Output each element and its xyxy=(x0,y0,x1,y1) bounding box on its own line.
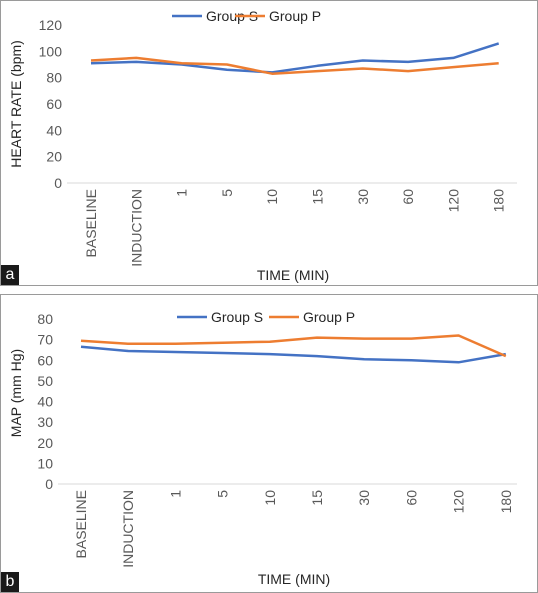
hr-x-tick-label: 5 xyxy=(219,189,235,197)
map-y-tick-label: 60 xyxy=(37,352,53,368)
hr-x-tick-label: INDUCTION xyxy=(128,189,144,267)
map-y-tick-label: 0 xyxy=(45,476,53,492)
hr-x-tick-label: 30 xyxy=(355,189,371,205)
map-series-line-group-s xyxy=(80,345,507,364)
map-x-tick-label: 10 xyxy=(262,490,278,506)
hr-series-line-group-s xyxy=(90,42,500,74)
panel-label-a: a xyxy=(1,265,19,285)
map-series-line-group-p xyxy=(80,334,507,358)
map-x-tick-label: 180 xyxy=(498,490,514,514)
map-y-tick-label: 80 xyxy=(37,311,53,327)
hr-y-tick-label: 20 xyxy=(46,149,62,165)
hr-x-tick-label: 120 xyxy=(445,189,461,213)
map-x-tick-label: BASELINE xyxy=(73,490,89,558)
hr-x-axis-title: TIME (MIN) xyxy=(257,267,329,283)
map-y-axis-title: MAP (mm Hg) xyxy=(8,349,24,437)
map-y-tick-label: 20 xyxy=(37,435,53,451)
hr-x-tick-label: BASELINE xyxy=(83,189,99,257)
hr-y-tick-label: 120 xyxy=(39,17,63,33)
map-x-tick-label: INDUCTION xyxy=(120,490,136,568)
hr-x-tick-label: 60 xyxy=(400,189,416,205)
map-x-tick-label: 60 xyxy=(403,490,419,506)
map-x-tick-label: 1 xyxy=(167,490,183,498)
hr-y-tick-label: 40 xyxy=(46,122,62,138)
hr-x-tick-label: 10 xyxy=(264,189,280,205)
hr-y-tick-label: 100 xyxy=(39,43,63,59)
map-x-tick-label: 120 xyxy=(451,490,467,514)
hr-y-tick-label: 80 xyxy=(46,70,62,86)
hr-x-tick-label: 1 xyxy=(174,189,190,197)
map-x-axis-title: TIME (MIN) xyxy=(258,571,330,587)
map-y-tick-label: 30 xyxy=(37,414,53,430)
panel-label-b: b xyxy=(1,572,19,592)
map-y-tick-label: 10 xyxy=(37,455,53,471)
chart-panel-b: 0 10 20 30 40 50 60 70 80 BASELINE INDUCTION 1 5 10 15… xyxy=(0,294,538,593)
map-x-tick-label: 30 xyxy=(356,490,372,506)
map-legend-label-group-s: Group S xyxy=(211,309,263,325)
hr-y-tick-label: 60 xyxy=(46,96,62,112)
hr-x-tick-label: 180 xyxy=(491,189,507,213)
map-y-tick-label: 50 xyxy=(37,373,53,389)
hr-x-tick-label: 15 xyxy=(310,189,326,205)
hr-y-tick-label: 0 xyxy=(54,175,62,191)
hr-legend-label-group-p: Group P xyxy=(269,8,321,24)
map-legend-label-group-p: Group P xyxy=(303,309,355,325)
map-x-tick-label: 5 xyxy=(215,490,231,498)
map-x-tick-label: 15 xyxy=(309,490,325,506)
hr-series-line-group-p xyxy=(90,56,499,75)
map-y-tick-label: 40 xyxy=(37,394,53,410)
hr-legend-label-group-s: Group S xyxy=(206,8,258,24)
chart-panel-a: 0 20 40 60 80 100 120 BASELINE INDUCTION 1 5 10 15 30… xyxy=(0,0,538,286)
hr-y-axis-title: HEART RATE (bpm) xyxy=(8,40,24,168)
map-y-tick-label: 70 xyxy=(37,332,53,348)
